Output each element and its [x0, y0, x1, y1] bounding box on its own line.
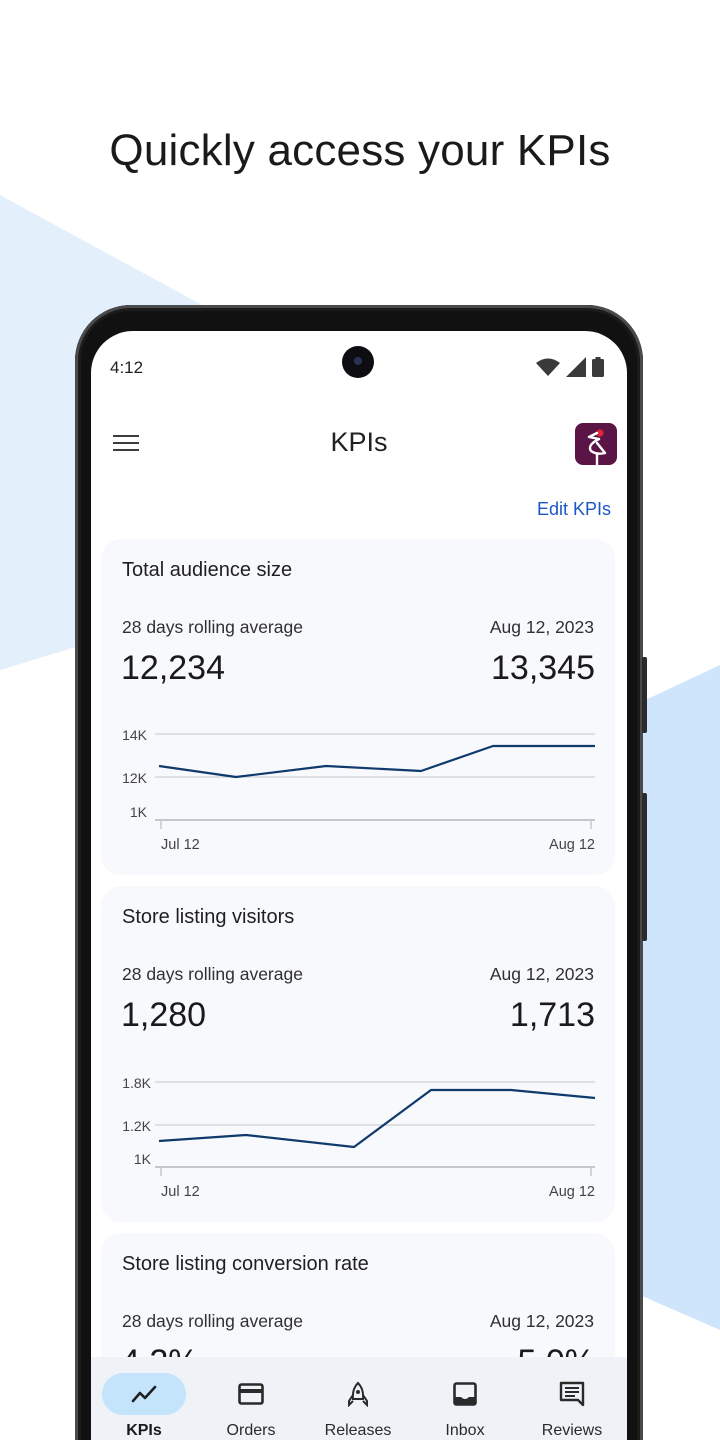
x-tick-label: Jul 12 [161, 1184, 200, 1200]
status-bar: 4:12 [91, 331, 627, 395]
nav-item-releases[interactable]: Releases [313, 1373, 403, 1440]
page-title: KPIs [330, 427, 388, 457]
kpi-card-title: Store listing conversion rate [122, 1253, 369, 1275]
kpi-card-total-audience[interactable]: Total audience size 28 days rolling aver… [101, 539, 615, 875]
promo-headline: Quickly access your KPIs [109, 126, 611, 175]
nav-label: Reviews [541, 1422, 603, 1439]
kpi-card-subtitle: 28 days rolling average [122, 617, 303, 637]
kpi-card-date: Aug 12, 2023 [489, 964, 594, 984]
front-camera [342, 346, 374, 378]
nav-label: Releases [324, 1422, 392, 1439]
bottom-navigation: KPIs Orders Releases [91, 1357, 627, 1440]
y-tick-label: 12K [122, 770, 148, 786]
phone-volume-button [642, 657, 647, 733]
status-icons [536, 357, 604, 377]
kpi-card-date: Aug 12, 2023 [489, 1311, 594, 1331]
x-tick-label: Aug 12 [549, 1184, 595, 1200]
y-tick-label: 1K [130, 804, 148, 820]
kpi-average-value: 12,234 [121, 649, 225, 687]
cellular-signal-icon [566, 357, 586, 377]
kpi-card-title: Store listing visitors [122, 906, 295, 928]
nav-item-inbox[interactable]: Inbox [420, 1373, 510, 1440]
status-time: 4:12 [110, 358, 144, 377]
wifi-icon [536, 358, 560, 376]
edit-kpis-link[interactable]: Edit KPIs [536, 499, 611, 519]
app-logo-avatar[interactable] [575, 423, 617, 465]
kpi-line-chart: 1.8K 1.2K 1K Jul 12 Aug 12 [122, 1075, 596, 1200]
trending-line-icon [131, 1385, 157, 1403]
kpi-card-title: Total audience size [122, 559, 293, 581]
x-tick-label: Jul 12 [161, 837, 200, 853]
kpi-card-subtitle: 28 days rolling average [122, 964, 303, 984]
y-tick-label: 14K [122, 727, 148, 743]
phone-frame: 4:12 KPIs [75, 305, 647, 1440]
x-tick-label: Aug 12 [549, 837, 595, 853]
nav-item-kpis[interactable]: KPIs [99, 1373, 189, 1440]
kpi-average-value: 1,280 [121, 996, 207, 1034]
kpi-current-value: 1,713 [509, 996, 595, 1034]
nav-label: Orders [226, 1422, 276, 1439]
app-bar: KPIs [91, 411, 627, 475]
credit-card-icon [238, 1383, 264, 1405]
nav-label: Inbox [445, 1422, 485, 1439]
battery-icon [592, 357, 604, 377]
kpi-card-date: Aug 12, 2023 [489, 617, 594, 637]
inbox-tray-icon [453, 1382, 477, 1406]
nav-label: KPIs [126, 1422, 162, 1439]
y-tick-label: 1K [134, 1151, 152, 1167]
phone-screen: 4:12 KPIs [91, 331, 627, 1440]
kpi-card-subtitle: 28 days rolling average [122, 1311, 303, 1331]
hamburger-menu-icon[interactable] [113, 431, 139, 455]
phone-power-button [642, 793, 647, 941]
nav-item-orders[interactable]: Orders [206, 1373, 296, 1440]
rocket-icon [348, 1381, 368, 1407]
nav-item-reviews[interactable]: Reviews [527, 1373, 617, 1440]
kpi-card-store-visitors[interactable]: Store listing visitors 28 days rolling a… [101, 886, 615, 1222]
kpi-line-chart: 14K 12K 1K Jul 12 Aug 12 [122, 727, 595, 853]
kpi-current-value: 13,345 [491, 649, 595, 687]
review-comment-icon [559, 1381, 585, 1407]
y-tick-label: 1.8K [122, 1075, 151, 1091]
y-tick-label: 1.2K [122, 1118, 151, 1134]
app-logo-bird-icon [587, 429, 607, 465]
